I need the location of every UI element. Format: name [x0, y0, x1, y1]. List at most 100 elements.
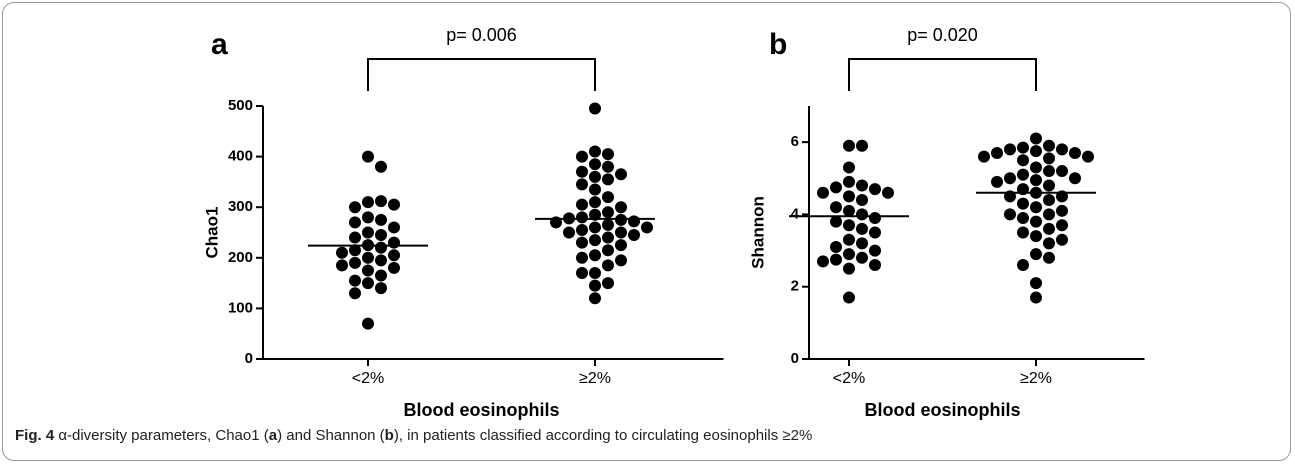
data-point	[589, 102, 601, 115]
data-point	[576, 236, 588, 249]
data-point	[1069, 146, 1081, 159]
data-point	[349, 201, 361, 214]
data-point	[388, 221, 400, 234]
caption: Fig. 4 α-diversity parameters, Chao1 (a)…	[15, 427, 812, 444]
y-tick-label: 2	[791, 278, 799, 295]
data-point	[375, 269, 387, 282]
data-point	[1017, 226, 1029, 239]
data-point	[589, 221, 601, 234]
data-point	[1069, 172, 1081, 185]
data-point	[856, 179, 868, 192]
data-point	[1030, 132, 1042, 145]
data-point	[602, 244, 614, 257]
data-point	[576, 198, 588, 211]
data-point	[602, 160, 614, 173]
data-point	[856, 208, 868, 221]
x-axis-label: Blood eosinophils	[404, 400, 560, 420]
data-point	[869, 212, 881, 225]
data-point	[856, 237, 868, 250]
data-point	[388, 261, 400, 274]
data-point	[1056, 165, 1068, 178]
data-point	[589, 279, 601, 292]
data-point	[375, 254, 387, 267]
caption-text: ), in patients classified according to c…	[393, 427, 813, 444]
data-point	[628, 229, 640, 242]
data-point	[576, 211, 588, 224]
data-point	[1030, 145, 1042, 158]
data-point	[375, 241, 387, 254]
data-point	[1004, 208, 1016, 221]
data-point	[615, 239, 627, 252]
y-tick-label: 4	[791, 205, 800, 222]
data-point	[1056, 233, 1068, 246]
data-point	[1017, 168, 1029, 181]
data-point	[856, 193, 868, 206]
data-point	[349, 287, 361, 300]
data-point	[1017, 259, 1029, 272]
x-tick-label: <2%	[352, 370, 384, 387]
data-point	[1043, 222, 1055, 235]
data-point	[576, 150, 588, 163]
data-point	[843, 175, 855, 188]
panel-label: a	[211, 28, 228, 61]
data-point	[843, 248, 855, 261]
caption-text: b	[384, 427, 394, 444]
data-point	[869, 259, 881, 272]
data-point	[1030, 230, 1042, 243]
y-tick-label: 6	[791, 133, 799, 150]
data-point	[589, 158, 601, 171]
data-point	[576, 251, 588, 264]
y-tick-label: 0	[245, 350, 253, 367]
data-point	[362, 211, 374, 224]
data-point	[1017, 212, 1029, 225]
y-axis-label: Chao1	[202, 207, 221, 259]
data-point	[576, 178, 588, 191]
data-point	[375, 195, 387, 208]
data-point	[991, 175, 1003, 188]
caption-label: Fig. 4	[15, 427, 55, 444]
data-point	[349, 274, 361, 287]
data-point	[362, 196, 374, 209]
data-point	[602, 277, 614, 290]
significance-bracket	[367, 58, 596, 91]
y-axis-label: Shannon	[748, 196, 767, 269]
data-point	[602, 259, 614, 272]
data-point	[1043, 179, 1055, 192]
data-point	[602, 218, 614, 231]
data-point	[817, 255, 829, 268]
data-point	[589, 292, 601, 305]
data-point	[362, 251, 374, 264]
y-tick-label: 200	[228, 249, 253, 266]
data-point	[830, 181, 842, 194]
data-point	[589, 196, 601, 209]
x-tick-label: ≥2%	[579, 370, 611, 387]
data-point	[362, 264, 374, 277]
data-point	[830, 253, 842, 266]
caption-text: ) and Shannon (	[277, 427, 385, 444]
data-point	[1043, 139, 1055, 152]
data-point	[576, 165, 588, 178]
x-tick-label: <2%	[833, 370, 865, 387]
data-point	[589, 234, 601, 247]
y-tick-label: 500	[228, 97, 253, 114]
data-point	[1030, 248, 1042, 261]
data-point	[615, 213, 627, 226]
data-point	[576, 223, 588, 236]
data-point	[1030, 291, 1042, 304]
data-point	[1004, 143, 1016, 156]
data-point	[978, 150, 990, 163]
data-point	[830, 201, 842, 214]
data-point	[336, 246, 348, 259]
data-point	[869, 183, 881, 196]
data-point	[375, 229, 387, 242]
data-point	[1030, 161, 1042, 174]
data-point	[375, 213, 387, 226]
data-point	[362, 150, 374, 163]
data-point	[1030, 201, 1042, 214]
y-tick-label: 0	[791, 350, 799, 367]
data-point	[843, 161, 855, 174]
data-point	[589, 249, 601, 262]
significance-bracket	[848, 58, 1037, 91]
data-point	[869, 244, 881, 257]
data-point	[843, 262, 855, 275]
